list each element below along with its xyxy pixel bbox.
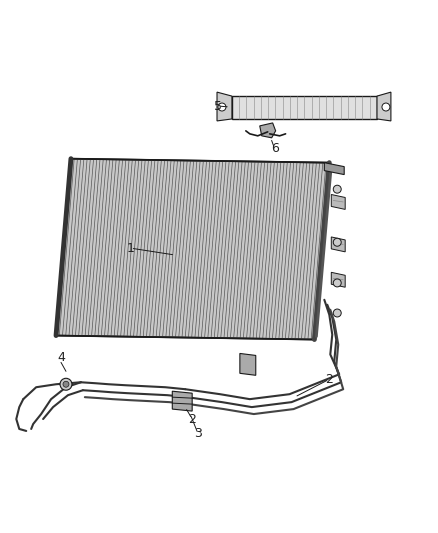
Polygon shape <box>260 123 276 138</box>
Circle shape <box>333 238 341 246</box>
Polygon shape <box>56 159 329 340</box>
Polygon shape <box>331 272 345 287</box>
Text: 2: 2 <box>325 373 333 386</box>
Text: 2: 2 <box>188 413 196 425</box>
Circle shape <box>60 378 72 390</box>
Circle shape <box>382 103 390 111</box>
Polygon shape <box>331 237 345 252</box>
Circle shape <box>333 309 341 317</box>
Circle shape <box>333 185 341 193</box>
Polygon shape <box>331 195 345 209</box>
Polygon shape <box>240 353 256 375</box>
Text: 1: 1 <box>127 241 134 255</box>
Circle shape <box>63 381 69 387</box>
Polygon shape <box>232 96 377 119</box>
Polygon shape <box>217 92 232 121</box>
Text: 6: 6 <box>271 142 279 155</box>
Text: 3: 3 <box>194 427 202 440</box>
Text: 4: 4 <box>57 351 65 364</box>
Circle shape <box>333 279 341 287</box>
Polygon shape <box>172 391 192 411</box>
Circle shape <box>218 103 226 111</box>
Polygon shape <box>377 92 391 121</box>
Polygon shape <box>324 163 344 175</box>
Text: 5: 5 <box>214 100 222 112</box>
